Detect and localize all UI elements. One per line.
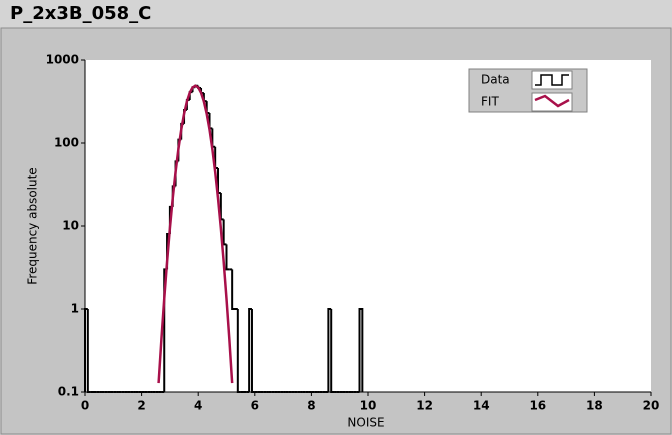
x-tick-label: 20 <box>643 399 660 413</box>
legend-label: Data <box>481 73 510 87</box>
x-tick-label: 6 <box>251 399 259 413</box>
x-tick-label: 16 <box>529 399 546 413</box>
histogram-step <box>358 308 364 392</box>
histogram-step <box>236 309 241 393</box>
y-tick-label: 100 <box>54 136 79 150</box>
y-axis-label: Frequency absolute <box>26 167 40 284</box>
y-tick-label: 1 <box>71 302 79 316</box>
histogram-step <box>222 219 227 246</box>
fit-line <box>157 84 234 384</box>
histogram-step <box>231 269 235 310</box>
plot-area <box>85 60 651 392</box>
x-tick-label: 8 <box>307 399 315 413</box>
histogram-step <box>225 244 230 271</box>
histogram-step <box>86 309 91 393</box>
x-tick-label: 0 <box>81 399 89 413</box>
x-tick-label: 2 <box>137 399 145 413</box>
legend: Data FIT <box>468 68 588 113</box>
x-tick-label: 14 <box>473 399 490 413</box>
legend-swatch <box>534 94 570 108</box>
x-axis-label: NOISE <box>347 416 384 430</box>
legend-label: FIT <box>481 95 499 109</box>
chart-title: P_2x3B_058_C <box>10 3 151 24</box>
y-tick-label: 1000 <box>46 53 79 67</box>
x-tick-label: 12 <box>416 399 433 413</box>
histogram-step <box>250 309 255 393</box>
y-tick-label: 0.1 <box>58 385 79 399</box>
x-tick-label: 18 <box>586 399 603 413</box>
x-tick-label: 10 <box>360 399 377 413</box>
y-tick-label: 10 <box>62 219 79 233</box>
legend-swatch <box>535 74 569 86</box>
x-tick-label: 4 <box>194 399 202 413</box>
histogram-step <box>330 309 335 393</box>
